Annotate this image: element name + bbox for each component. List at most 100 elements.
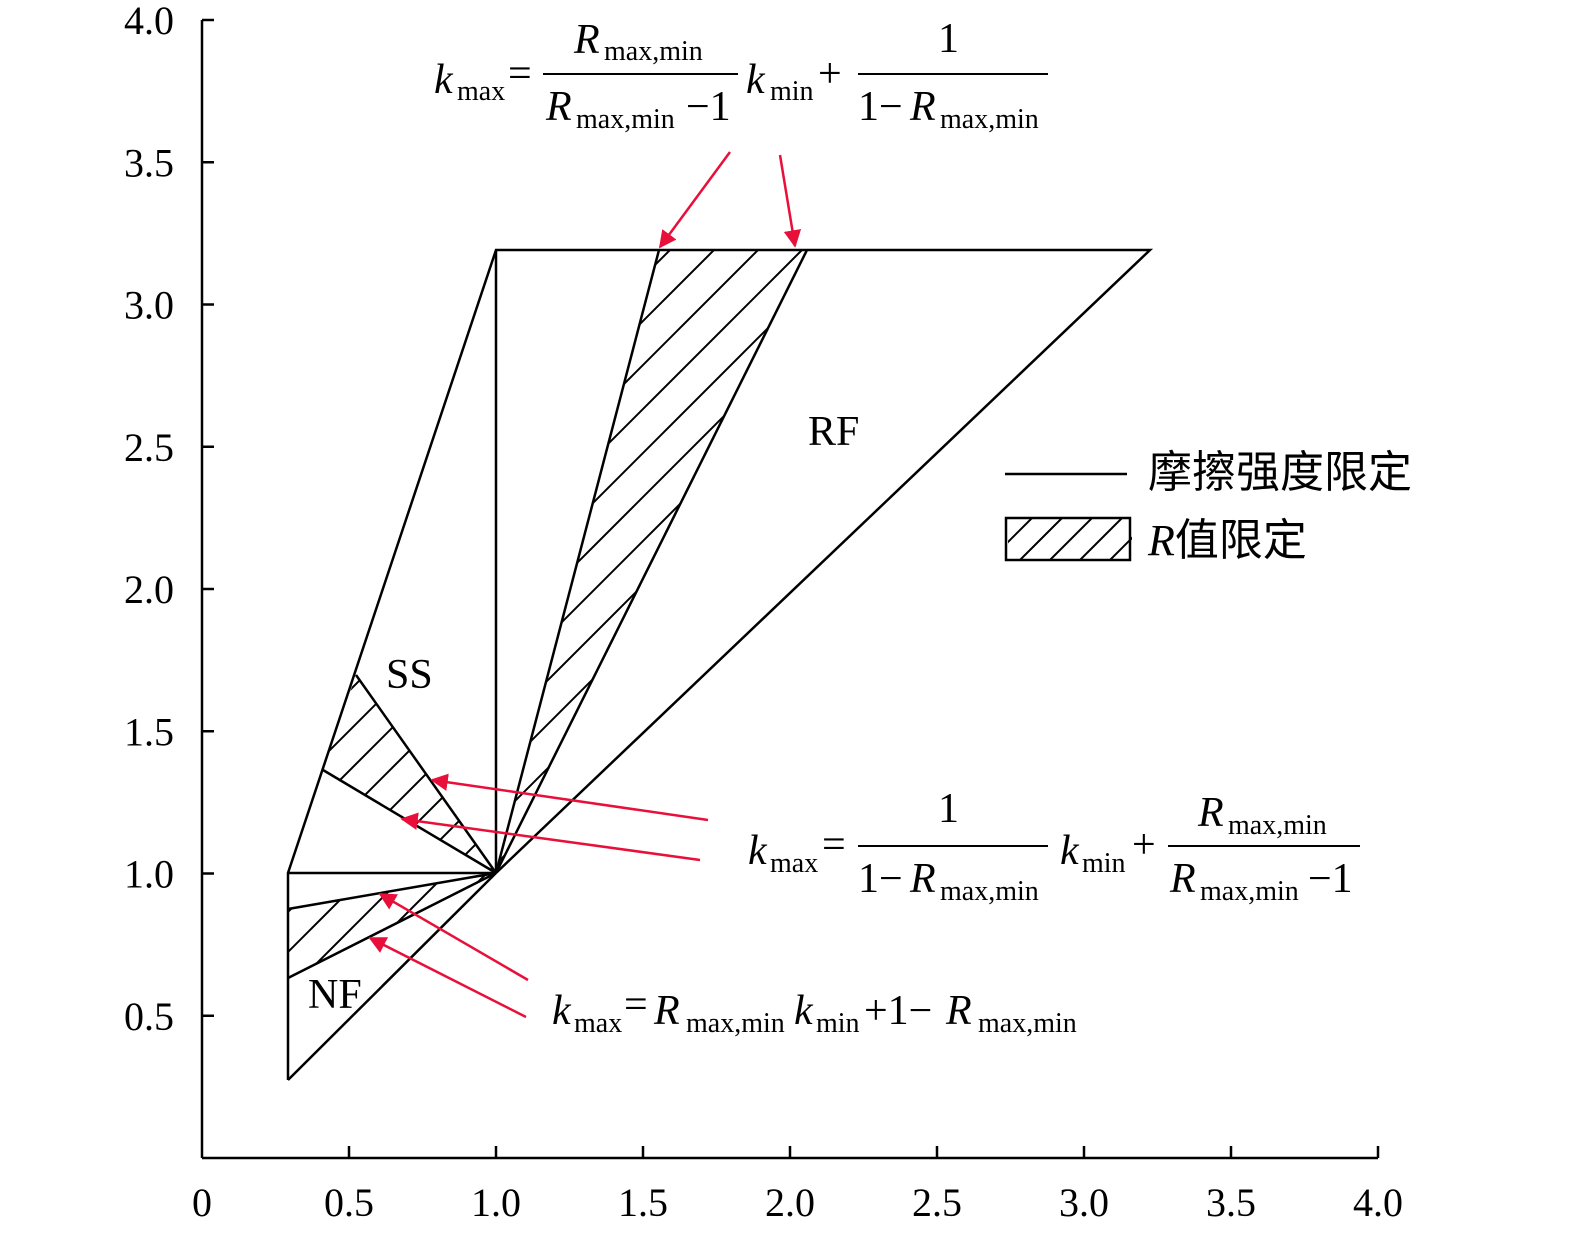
hatch-line bbox=[496, 250, 593, 873]
hatch-line bbox=[496, 250, 769, 873]
eq-mid-max-sub: max bbox=[770, 848, 818, 879]
hatch-line bbox=[289, 873, 421, 978]
hatch-line bbox=[496, 250, 807, 873]
x-tick-label: 0 bbox=[192, 1180, 212, 1225]
eq-mid-frac2-den-sub: max,min bbox=[1200, 876, 1299, 907]
eq-mid-plus: + bbox=[1132, 822, 1156, 868]
y-axis-ticks: 0.5 1.0 1.5 2.0 2.5 3.0 3.5 4.0 bbox=[124, 0, 214, 1039]
nf-lower-boundary bbox=[287, 872, 497, 1081]
region-outlines bbox=[286, 248, 1154, 1081]
arrow-mid-upper bbox=[430, 773, 709, 822]
hatch-line bbox=[1008, 518, 1033, 544]
hatch-line bbox=[479, 675, 496, 873]
hatch-line bbox=[80, 660, 300, 880]
eq-top-den-minus1: −1 bbox=[686, 84, 731, 130]
hatch-line bbox=[409, 873, 496, 978]
arrow-top-left bbox=[658, 151, 732, 249]
eq-mid-frac1-den-1minus: 1− bbox=[858, 856, 903, 902]
eq-mid-frac2-den-R: R bbox=[1169, 856, 1196, 902]
hatch-line bbox=[520, 660, 740, 880]
hatch-line bbox=[40, 660, 260, 880]
eq-bot-max-sub: max bbox=[574, 1008, 622, 1039]
arrow-low-upper bbox=[378, 892, 529, 982]
rf-band-left-edge bbox=[494, 249, 661, 874]
legend-hatch-label-r: R bbox=[1147, 516, 1175, 565]
eq-top-eq: = bbox=[508, 51, 532, 97]
hatch-line bbox=[496, 250, 807, 873]
hatch-line bbox=[288, 873, 301, 978]
hatch-line bbox=[0, 240, 328, 880]
y-tick-label: 2.0 bbox=[124, 567, 174, 612]
hatch-line bbox=[496, 250, 807, 873]
region-label-rf: RF bbox=[808, 409, 859, 455]
eq-top-num-sub: max,min bbox=[604, 36, 703, 67]
hatch-line bbox=[496, 250, 807, 873]
y-tick-label: 1.0 bbox=[124, 852, 174, 897]
arrow-mid-lower bbox=[400, 812, 701, 862]
arrow-top-right bbox=[778, 154, 802, 248]
eq-bot-eq: = bbox=[624, 982, 648, 1028]
eq-top-kmin-sub: min bbox=[770, 76, 814, 107]
rf-band-right-edge bbox=[494, 249, 809, 874]
x-tick-label: 3.0 bbox=[1059, 1180, 1109, 1225]
x-tick-label: 2.5 bbox=[912, 1180, 962, 1225]
hatch-line bbox=[960, 518, 1002, 560]
hatch-line bbox=[449, 873, 496, 978]
y-tick-label: 0.5 bbox=[124, 994, 174, 1039]
y-tick-label: 2.5 bbox=[124, 425, 174, 470]
y-tick-label: 4.0 bbox=[124, 0, 174, 43]
ss-band-upper-edge bbox=[354, 674, 498, 874]
x-axis-ticks: 0 0.5 1.0 1.5 2.0 2.5 3.0 3.5 4.0 bbox=[192, 1146, 1403, 1225]
hatch-line bbox=[496, 250, 505, 873]
axes: 0 0.5 1.0 1.5 2.0 2.5 3.0 3.5 4.0 0.5 1.0 1.5 2.0 2.… bbox=[124, 0, 1403, 1225]
eq-top-plus: + bbox=[818, 51, 842, 97]
hatch-line bbox=[1079, 518, 1123, 560]
x-tick-label: 4.0 bbox=[1353, 1180, 1403, 1225]
eq-top-k: k bbox=[434, 57, 454, 103]
x-tick-label: 2.0 bbox=[765, 1180, 815, 1225]
x-tick-label: 1.0 bbox=[471, 1180, 521, 1225]
legend-hatch-label-rest: 值限定 bbox=[1175, 515, 1307, 566]
hatch-line bbox=[323, 675, 341, 873]
region-label-ss: SS bbox=[386, 652, 433, 698]
hatch-line bbox=[0, 240, 240, 880]
legend-line-label: 摩擦强度限定 bbox=[1148, 447, 1412, 498]
hatch-line bbox=[496, 250, 807, 873]
pointer-arrows bbox=[368, 151, 802, 1019]
eq-mid-frac2-num-R: R bbox=[1197, 790, 1224, 836]
eq-top-frac2-num: 1 bbox=[938, 16, 959, 62]
eq-bot-R: R bbox=[653, 988, 680, 1034]
legend: 摩擦强度限定 R值限定 bbox=[960, 447, 1412, 566]
y-tick-label: 3.5 bbox=[124, 140, 174, 185]
x-tick-label: 3.5 bbox=[1206, 1180, 1256, 1225]
hatch-line bbox=[288, 873, 341, 978]
eq-mid-frac2-num-sub: max,min bbox=[1228, 810, 1327, 841]
x-tick-label: 0.5 bbox=[324, 1180, 374, 1225]
equation-middle: k max = 1 1− R max,min k min + R max,min… bbox=[748, 786, 1360, 907]
equation-top: k max = R max,min R max,min −1 k min + 1… bbox=[434, 16, 1048, 135]
eq-top-frac2-den-1minus: 1− bbox=[858, 84, 903, 130]
eq-bot-kmin-k: k bbox=[794, 988, 814, 1034]
eq-bot-R2: R bbox=[945, 988, 972, 1034]
region-label-nf: NF bbox=[308, 972, 362, 1018]
eq-mid-frac2-den-minus1: −1 bbox=[1308, 856, 1353, 902]
hatch-line bbox=[496, 250, 807, 873]
hatch-line bbox=[1109, 536, 1132, 560]
nf-band-upper-edge bbox=[287, 871, 497, 911]
eq-top-den-sub: max,min bbox=[576, 104, 675, 135]
x-tick-label: 1.5 bbox=[618, 1180, 668, 1225]
hatch-line bbox=[496, 250, 807, 873]
equation-bottom: k max = R max,min k min +1− R max,min bbox=[552, 982, 1077, 1039]
eq-top-kmin-k: k bbox=[746, 57, 766, 103]
hatch-line bbox=[496, 250, 681, 873]
eq-top-frac2-den-R: R bbox=[909, 84, 936, 130]
eq-bot-k: k bbox=[552, 988, 572, 1034]
eq-top-frac2-den-sub: max,min bbox=[940, 104, 1039, 135]
eq-mid-kmin-k: k bbox=[1060, 828, 1080, 874]
eq-mid-kmin-sub: min bbox=[1082, 848, 1126, 879]
y-tick-label: 3.0 bbox=[124, 283, 174, 328]
hatch-line bbox=[439, 675, 496, 873]
eq-mid-frac1-den-sub: max,min bbox=[940, 876, 1039, 907]
